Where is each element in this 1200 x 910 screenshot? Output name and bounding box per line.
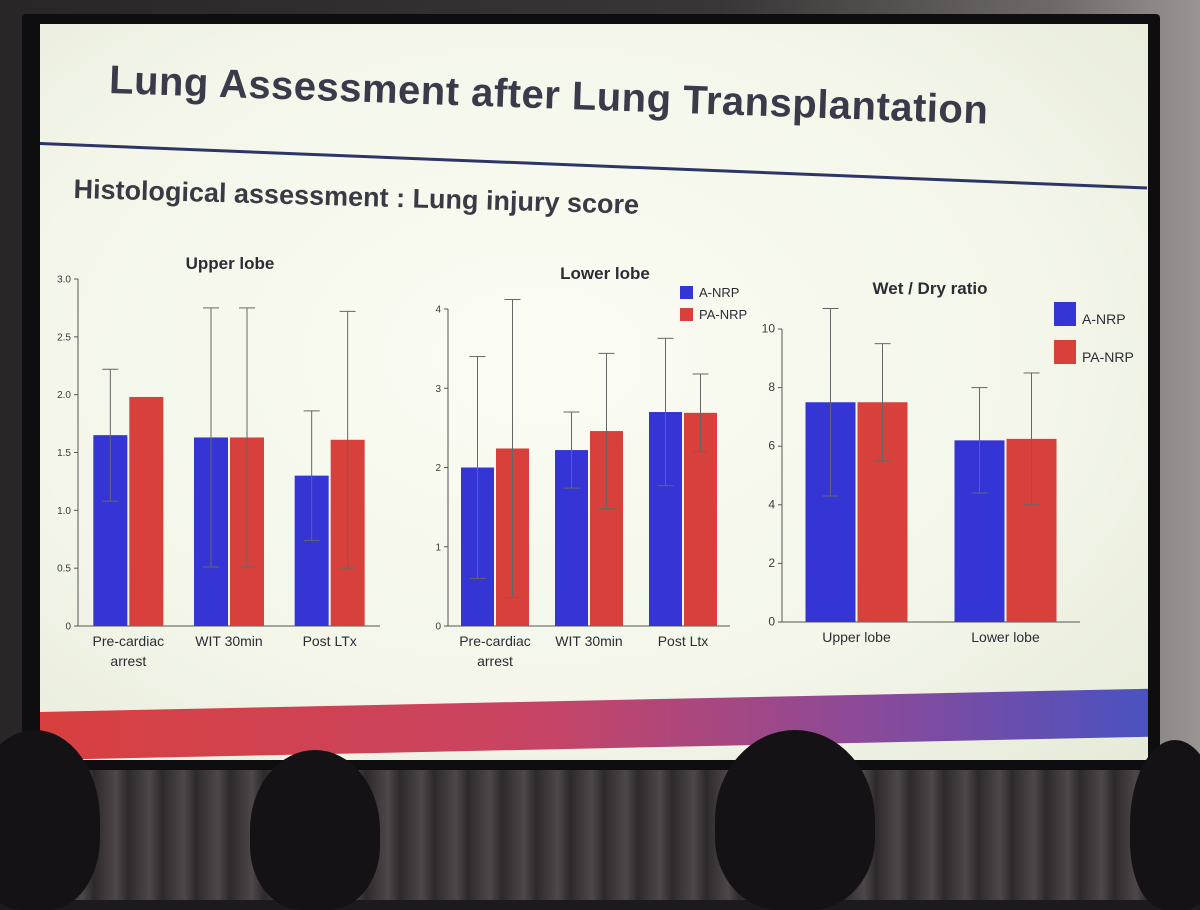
y-tick-label: 4 [768,497,775,511]
chart-title: Upper lobe [186,254,275,273]
x-category-label: WIT 30min [555,633,622,649]
audience-head [715,730,875,910]
x-category-label: WIT 30min [195,633,262,649]
x-category-label: Pre-cardiac [93,633,165,649]
chart-title: Lower lobe [560,264,650,283]
y-tick-label: 8 [768,380,775,394]
presentation-slide: Lung Assessment after Lung Transplantati… [40,24,1148,760]
x-category-label: Post LTx [303,633,357,649]
legend-label: PA-NRP [699,307,747,322]
x-category-label: Lower lobe [971,629,1040,645]
y-tick-label: 3.0 [57,275,71,286]
y-tick-label: 2.5 [57,332,71,343]
y-tick-label: 1.0 [57,506,71,517]
stage-curtain [0,770,1200,900]
y-tick-label: 3 [435,384,441,395]
y-tick-label: 10 [762,322,776,336]
legend-swatch-pa-nrp [680,308,693,321]
legend-swatch-a-nrp [680,286,693,299]
bar-pa-nrp [129,396,164,626]
audience-head [1130,740,1200,910]
y-tick-label: 0.5 [57,564,71,575]
legend-label: A-NRP [699,285,739,300]
legend-label: A-NRP [1082,311,1126,327]
x-category-label: arrest [110,653,146,669]
y-tick-label: 2.0 [57,390,71,401]
audience-area [0,730,1200,910]
y-tick-label: 2 [435,463,441,474]
y-tick-label: 6 [768,439,775,453]
charts-area: Upper lobe 0 0.5 1.0 1.5 2.0 2.5 3.0 Pre-cardiac… [57,254,1134,669]
x-category-label: arrest [477,653,513,669]
audience-head [0,730,100,910]
y-tick-label: 1 [435,542,441,553]
legend-label: PA-NRP [1082,349,1134,365]
x-category-label: Upper lobe [822,629,891,645]
y-tick-label: 0 [768,615,775,629]
legend-swatch-a-nrp [1054,302,1076,326]
y-tick-label: 0 [65,622,71,633]
y-tick-label: 0 [435,622,441,633]
x-category-label: Post Ltx [658,633,709,649]
y-tick-label: 1.5 [57,448,71,459]
chart-title: Wet / Dry ratio [873,279,988,298]
audience-head [250,750,380,910]
y-tick-label: 2 [768,556,775,570]
y-tick-label: 4 [435,305,441,316]
x-category-label: Pre-cardiac [459,633,531,649]
legend-swatch-pa-nrp [1054,340,1076,364]
